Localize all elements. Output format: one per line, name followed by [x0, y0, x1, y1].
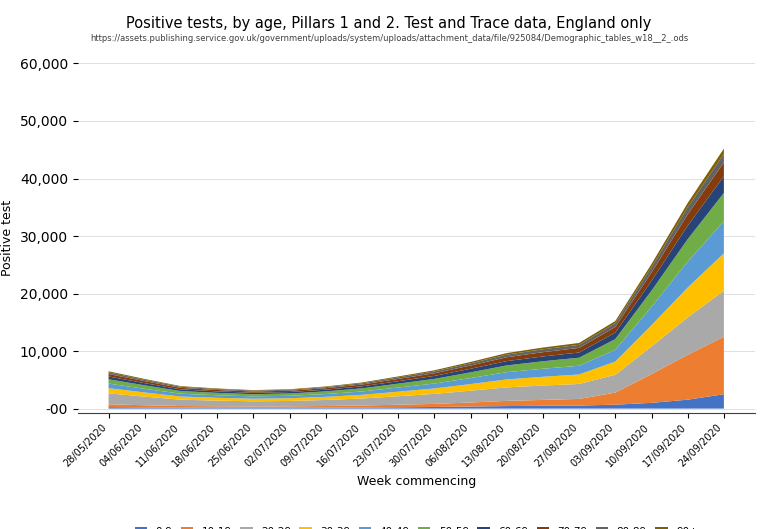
Legend: 0-9, 10-19, 20-29, 30-39, 40-49, 50-59, 60-69, 70-79, 80-89, 90+: 0-9, 10-19, 20-29, 30-39, 40-49, 50-59, … — [131, 523, 702, 529]
Text: Positive tests, by age, Pillars 1 and 2. Test and Trace data, England only: Positive tests, by age, Pillars 1 and 2.… — [126, 16, 652, 31]
X-axis label: Week commencing: Week commencing — [356, 475, 476, 488]
Y-axis label: Positive test: Positive test — [2, 200, 14, 276]
Text: https://assets.publishing.service.gov.uk/government/uploads/system/uploads/attac: https://assets.publishing.service.gov.uk… — [90, 34, 688, 43]
